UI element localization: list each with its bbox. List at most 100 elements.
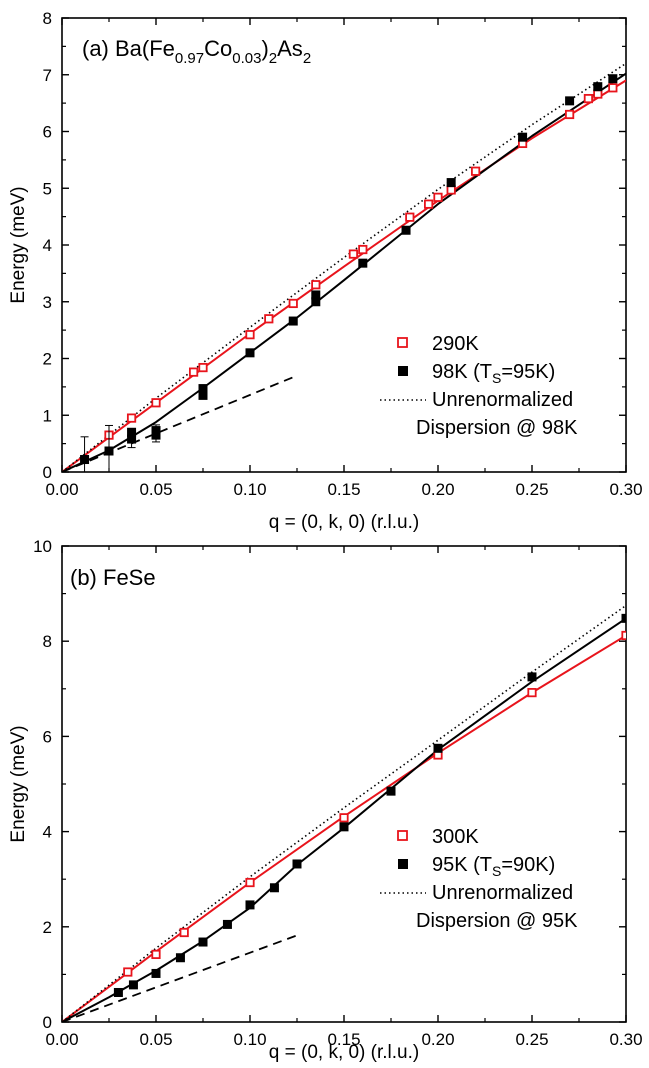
data-point-filled-square [127,427,137,437]
x-tick-label: 0.20 [421,480,454,499]
legend: 290K 98K (TS=95K) Unrenormalized Dispersion… [380,333,578,439]
y-tick-label: 6 [43,727,52,746]
legend-label: 290K [432,333,479,355]
data-point-filled-square [245,900,255,910]
data-point-filled-square [621,613,626,623]
data-point-open-square [593,89,603,99]
data-point-filled-square [593,82,603,92]
panel-title: (b) FeSe [70,565,156,590]
data-point-open-square [470,166,481,176]
data-point-filled-square [198,384,208,394]
y-tick-label: 4 [43,823,52,842]
data-point-filled-square [113,987,123,997]
y-tick-label: 2 [43,918,52,937]
data-point-filled-square [386,786,396,796]
y-axis-label: Energy (meV) [8,186,29,303]
data-point-open-square [583,93,594,104]
data-point-open-square [339,813,349,823]
data-point-filled-square [518,132,528,142]
data-point-open-square [288,298,298,309]
plot-area [62,62,626,472]
y-tick-label: 8 [43,632,52,651]
y-tick-label: 3 [43,293,52,312]
panel-title-part: (a) Ba(Fe [82,36,175,61]
data-point-open-square [123,967,133,977]
data-point-filled-square [311,290,321,300]
x-tick-label: 0.10 [233,1030,266,1049]
data-point-filled-square [269,883,279,893]
x-tick-label: 0.15 [327,1030,360,1049]
data-point-open-square [348,249,359,259]
data-point-filled-square [292,859,302,869]
legend-label-suffix: =95K) [501,361,555,383]
x-tick-label: 0.25 [515,480,548,499]
legend-label-line2: Dispersion @ 98K [416,417,578,439]
y-tick-label: 5 [43,179,52,198]
data-point-filled-square [446,178,456,188]
low-q-dashed-line [62,934,298,1022]
data-point-open-square [188,367,199,377]
data-point-open-square [126,413,137,423]
data-point-filled-square [608,74,618,84]
chart-panel-a: 0.00 0.05 0.10 0.15 0.20 0.25 0.30 0 1 2 3 4 5 6 7 8 q =… [8,9,643,533]
x-tick-label: 0.10 [233,480,266,499]
data-point-filled-square [104,446,114,456]
x-tick-label: 0.05 [139,480,172,499]
data-point-open-square [245,877,255,888]
unrenormalized-dispersion-line [62,604,626,1022]
x-tick-label: 0.25 [515,1030,548,1049]
legend-open-square [397,830,408,841]
legend-label: 300K [432,826,479,848]
plot-frame [61,545,627,1023]
panel-title-part: As [277,36,303,61]
data-point-open-square [358,244,368,255]
data-point-filled-square [245,348,255,358]
x-tick-label: 0.20 [421,1030,454,1049]
data-point-filled-square [527,672,537,682]
legend-label: 95K (TS=90K) [432,854,555,879]
x-tick-label: 0.05 [139,1030,172,1049]
data-point-filled-square [565,96,575,106]
data-point-filled-square [339,822,349,832]
data-point-filled-square [358,258,368,268]
data-point-open-square [405,212,415,222]
panel-title-part: ) [261,36,268,61]
x-tick-label: 0.15 [327,480,360,499]
x-axis-label: q = (0, k, 0) (r.l.u.) [269,1042,419,1063]
data-point-filled-square [127,434,137,444]
data-point-open-square [423,199,434,209]
x-tick-label: 0.30 [609,1030,642,1049]
y-tick-label: 0 [43,463,52,482]
data-point-open-square [311,280,321,290]
y-tick-label: 8 [43,9,52,28]
data-point-filled-square [151,430,161,440]
y-tick-label: 6 [43,123,52,142]
legend-label-main: 300K [432,826,479,848]
data-point-filled-square [175,953,185,963]
data-point-open-square [151,949,161,960]
chart-panel-b: 0.00 0.05 0.10 0.15 0.20 0.25 0.30 0 2 4 6 8 10 q = (… [8,537,643,1063]
data-point-filled-square [80,455,90,465]
legend-label: Unrenormalized [432,882,573,904]
data-point-open-square [151,398,161,408]
data-point-open-square [608,83,618,93]
data-point-open-square [198,362,208,373]
data-point-filled-square [311,297,321,307]
data-point-filled-square [151,968,161,978]
data-point-open-square [433,192,443,202]
data-point-filled-square [401,225,411,235]
data-point-filled-square [128,980,138,990]
data-point-filled-square [288,316,298,326]
x-axis-label: q = (0, k, 0) (r.l.u.) [269,512,419,533]
y-axis-label: Energy (meV) [8,725,29,842]
y-tick-label: 4 [43,236,52,255]
panel-title: (a) Ba(Fe0.97Co0.03)2As2 [82,36,311,67]
plot-area [62,604,626,1022]
y-tick-label: 1 [43,406,52,425]
x-tick-label: 0.30 [609,480,642,499]
legend-label: Unrenormalized [432,389,573,411]
data-point-open-square [565,109,575,120]
legend-filled-square [398,366,408,376]
data-point-open-square [527,688,537,698]
